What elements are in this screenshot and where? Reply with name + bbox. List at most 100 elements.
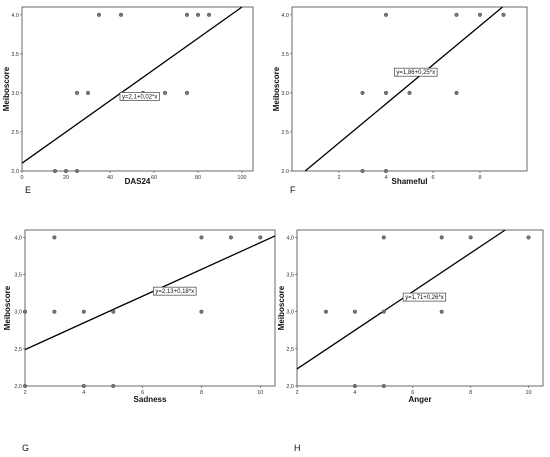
y-tick-label: 4,0 — [286, 235, 294, 241]
data-point — [360, 90, 365, 95]
data-point — [228, 235, 233, 240]
x-tick-label: 4 — [384, 175, 387, 181]
data-point — [383, 90, 389, 95]
regression-line — [304, 6, 503, 172]
x-tick-label: 10 — [257, 390, 263, 396]
equation-label: y=2,1+0,02*x — [122, 94, 157, 100]
y-tick-label: 2,0 — [14, 384, 22, 390]
regression-line — [296, 229, 506, 370]
data-point — [184, 12, 190, 17]
x-axis-title: Sadness — [134, 395, 167, 404]
plot-frame — [24, 229, 276, 387]
y-tick-label: 2,5 — [14, 347, 22, 353]
y-tick-label: 3,0 — [286, 310, 294, 316]
data-point — [22, 309, 28, 314]
data-point — [383, 168, 389, 174]
x-tick-label: 80 — [195, 175, 201, 181]
x-tick-label: 2 — [23, 390, 26, 396]
plot-frame — [296, 229, 544, 387]
data-point — [22, 383, 28, 389]
y-axis-title: Meiboscore — [277, 285, 286, 330]
regression-equation: y=1,71+0,26*x — [402, 292, 447, 302]
y-tick-label: 2.0 — [11, 169, 19, 175]
data-point — [477, 12, 483, 17]
x-tick-label: 100 — [237, 175, 246, 181]
y-tick-label: 4,0 — [14, 235, 22, 241]
data-point — [63, 168, 69, 174]
data-point — [381, 309, 386, 314]
x-axis-title: DAS24 — [125, 177, 151, 186]
x-tick-label: 2 — [295, 390, 298, 396]
panel-letter: H — [294, 443, 301, 453]
equation-box — [119, 92, 160, 101]
x-tick-label: 6 — [411, 390, 414, 396]
y-tick-label: 4.0 — [11, 13, 19, 19]
data-point — [52, 309, 57, 314]
data-point — [162, 90, 168, 95]
plot-frame — [291, 6, 528, 172]
x-tick-label: 0 — [20, 175, 23, 181]
x-tick-label: 6 — [431, 175, 434, 181]
data-point — [439, 235, 444, 240]
chart-panel-f: 2 4 6 8 2.0 2.5 3.0 3.5 4.0 Shameful Meiboscore Fy=… — [272, 6, 528, 195]
x-axis-title: Anger — [408, 395, 431, 404]
data-point — [96, 12, 102, 17]
data-point — [352, 309, 357, 314]
data-point — [439, 309, 444, 314]
data-point — [199, 235, 204, 240]
chart-panel-e: 0 20 40 60 80 100 2.0 2.5 3.0 3.5 4.0 DAS24 Meibosco… — [2, 6, 254, 195]
panel-letter: G — [22, 443, 29, 453]
y-tick-label: 3,5 — [14, 273, 22, 279]
panel-letter: F — [290, 185, 296, 195]
x-tick-label: 8 — [478, 175, 481, 181]
data-point — [195, 12, 201, 17]
chart-panel-h: 2 4 6 8 10 2,0 2,5 3,0 3,5 4,0 Anger Meiboscore Hy=1… — [277, 229, 544, 453]
data-point — [526, 235, 531, 240]
data-point — [85, 90, 91, 95]
data-point — [501, 12, 506, 17]
x-tick-label: 60 — [151, 175, 157, 181]
data-point — [74, 90, 80, 95]
y-tick-label: 4.0 — [281, 13, 289, 19]
regression-line — [21, 6, 243, 164]
x-tick-label: 8 — [469, 390, 472, 396]
data-point — [468, 235, 473, 240]
chart-panel-g: 2 4 6 8 10 2,0 2,5 3,0 3,5 4,0 Sadness Meiboscore Gy… — [3, 229, 276, 453]
data-point — [360, 168, 365, 174]
regression-equation: y=1,86+0,25*x — [394, 67, 438, 77]
y-axis-title: Meiboscore — [2, 66, 11, 111]
x-tick-label: 4 — [82, 390, 85, 396]
y-axis-title: Meiboscore — [272, 66, 281, 111]
y-axis-title: Meiboscore — [3, 285, 12, 330]
data-point — [383, 12, 389, 17]
y-tick-label: 2.5 — [11, 130, 19, 136]
y-tick-label: 3.5 — [281, 52, 289, 58]
x-axis-title: Shameful — [391, 177, 427, 186]
regression-equation: y=2,1+0,02*x — [119, 92, 160, 101]
x-tick-label: 40 — [107, 175, 113, 181]
plot-frame — [21, 6, 254, 172]
y-tick-label: 3.0 — [11, 91, 19, 97]
x-tick-label: 6 — [141, 390, 144, 396]
data-point — [52, 168, 58, 174]
x-tick-label: 10 — [525, 390, 531, 396]
equation-label: y=2,13+0,18*x — [155, 289, 194, 295]
data-point — [199, 309, 204, 314]
data-point — [407, 90, 412, 95]
equation-box — [402, 292, 447, 302]
x-tick-label: 20 — [63, 175, 69, 181]
data-point — [454, 12, 459, 17]
data-point — [206, 12, 212, 17]
y-tick-label: 2.0 — [281, 169, 289, 175]
y-tick-label: 2,0 — [286, 384, 294, 390]
data-point — [74, 168, 80, 174]
regression-equation: y=2,13+0,18*x — [153, 286, 197, 296]
data-point — [381, 235, 386, 240]
data-point — [111, 383, 116, 389]
x-tick-label: 8 — [200, 390, 203, 396]
equation-label: y=1,86+0,25*x — [396, 70, 435, 76]
data-point — [352, 383, 357, 389]
data-point — [184, 90, 190, 95]
equation-label: y=1,71+0,26*x — [405, 295, 444, 301]
